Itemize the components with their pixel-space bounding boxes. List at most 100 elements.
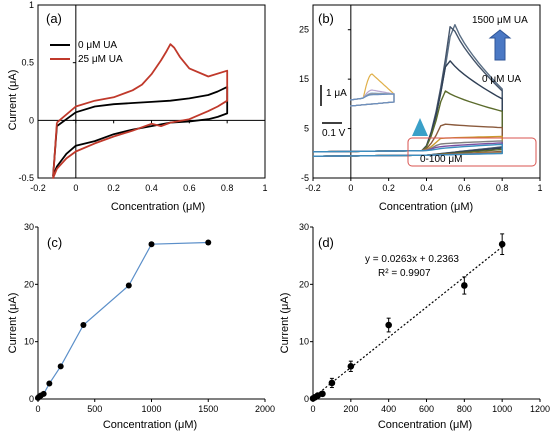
y-tick-label: 1: [29, 0, 34, 10]
data-point: [328, 379, 336, 387]
y-tick-label: 0: [304, 394, 309, 404]
x-tick-label: 0.4: [420, 183, 433, 193]
y-tick-label: 15: [299, 74, 309, 84]
data-point: [385, 321, 392, 329]
y-axis-a: -0.5 0 0.5 1: [18, 0, 77, 183]
y-axis-c: 0 10 20 30: [24, 222, 39, 404]
plot-frame-a: [37, 4, 266, 179]
x-tick-label: 0: [73, 183, 78, 193]
y-tick-label: 0: [29, 115, 34, 125]
x-tick-label: 2000: [255, 404, 275, 414]
series-d: [309, 233, 506, 402]
y-axis-title-a: Current (μA): [7, 70, 19, 131]
series-a: [52, 43, 229, 179]
data-point: [347, 363, 355, 370]
y-tick-label: 20: [24, 279, 34, 289]
cv-curve-1: [52, 43, 229, 179]
annotation-1500: 1500 μM UA: [472, 15, 528, 26]
y-axis-title-c: Current (μA): [7, 293, 19, 354]
scale-label-potential: 0.1 V: [322, 128, 346, 139]
x-tick-label: 200: [343, 404, 358, 414]
panel-d: 0 200 400 600 800 1000 1200 0 10 20 30 (d) Curren…: [279, 222, 550, 431]
x-axis-title-b: Concentration (μM): [379, 201, 473, 213]
fit-equation: y = 0.0263x + 0.2363: [365, 254, 459, 265]
y-tick-label: 30: [24, 222, 34, 232]
panel-label-d: (d): [318, 235, 334, 250]
x-tick-label: 1: [262, 183, 267, 193]
data-point: [498, 240, 506, 248]
panel-c: 0 500 1000 1500 2000 0 10 20 30 (c) Current (μA…: [7, 222, 275, 431]
x-axis-title-d: Concentration (μM): [378, 419, 472, 431]
y-tick-label: 10: [299, 337, 309, 347]
x-tick-label: 0.6: [458, 183, 471, 193]
x-tick-label: 500: [87, 404, 102, 414]
x-tick-label: 800: [457, 404, 472, 414]
x-tick-label: -0.2: [30, 183, 46, 193]
x-tick-label: 1500: [198, 404, 218, 414]
x-tick-label: 400: [381, 404, 396, 414]
x-tick-label: 0.6: [183, 183, 196, 193]
panel-label-c: (c): [47, 235, 62, 250]
x-tick-label: 1000: [141, 404, 161, 414]
x-tick-label: 0: [35, 404, 40, 414]
x-axis-title-a: Concentration (μM): [111, 201, 205, 213]
y-axis-d: 0 10 20 30: [299, 222, 314, 404]
cv-curve-8: [312, 143, 503, 157]
calibration-line: [37, 241, 209, 399]
data-point: [80, 322, 87, 329]
x-tick-label: -0.2: [305, 183, 321, 193]
x-tick-label: 1200: [530, 404, 550, 414]
data-point: [319, 390, 326, 398]
x-axis-d: 0 200 400 600 800 1000 1200: [310, 398, 550, 414]
annotation-range: 0-100 μM: [420, 154, 462, 165]
y-tick-label: -0.5: [18, 173, 34, 183]
y-tick-label: 20: [299, 279, 309, 289]
fit-r-squared: R² = 0.9907: [378, 268, 431, 279]
zoom-box: [407, 137, 537, 167]
x-tick-label: 0.2: [107, 183, 120, 193]
x-axis-a: -0.2 0 0.2 0.4 0.6 0.8 1: [30, 119, 268, 193]
x-axis-b: -0.2 0 0.2 0.4 0.6 0.8 1: [305, 177, 543, 193]
data-point: [205, 239, 212, 246]
data-point: [125, 282, 132, 289]
x-tick-label: 1000: [492, 404, 512, 414]
data-point: [461, 282, 468, 289]
x-axis-c: 0 500 1000 1500 2000: [35, 398, 275, 414]
y-tick-label: 25: [299, 25, 309, 35]
up-triangle-icon: [412, 118, 428, 136]
x-tick-label: 1: [537, 183, 542, 193]
y-axis-b: -5 5 15 25: [299, 5, 352, 183]
y-tick-label: 10: [24, 337, 34, 347]
y-tick-label: 30: [299, 222, 309, 232]
legend-label-1: 25 μM UA: [78, 54, 123, 65]
series-c: [35, 239, 212, 401]
x-tick-label: 0: [348, 183, 353, 193]
fit-line: [312, 246, 503, 399]
x-tick-label: 0.2: [382, 183, 395, 193]
data-point: [40, 390, 47, 397]
y-tick-label: 0.5: [21, 58, 34, 68]
x-tick-label: 600: [419, 404, 434, 414]
inset-curve-4: [349, 93, 395, 107]
cv-curve-0: [52, 86, 229, 177]
x-tick-label: 0.8: [496, 183, 509, 193]
annotation-0: 0 μM UA: [482, 74, 521, 85]
data-point: [46, 380, 53, 387]
up-arrow-icon: [488, 29, 512, 61]
panel-label-b: (b): [318, 11, 334, 26]
x-tick-label: 0.4: [145, 183, 158, 193]
x-axis-title-c: Concentration (μM): [103, 419, 197, 431]
scale-label-current: 1 μA: [326, 88, 347, 99]
y-axis-title-d: Current (μA): [279, 293, 291, 354]
y-tick-label: 0: [29, 394, 34, 404]
x-tick-label: 0.8: [221, 183, 234, 193]
series-b: [312, 24, 503, 157]
legend-label-0: 0 μM UA: [78, 40, 117, 51]
panel-a: -0.2 0 0.2 0.4 0.6 0.8 1 -0.5 0 0.5 1 (a) Current…: [7, 0, 268, 213]
data-point: [57, 363, 64, 370]
y-tick-label: 5: [304, 124, 309, 134]
x-tick-label: 0: [310, 404, 315, 414]
data-point: [148, 241, 155, 248]
panel-label-a: (a): [46, 11, 62, 26]
